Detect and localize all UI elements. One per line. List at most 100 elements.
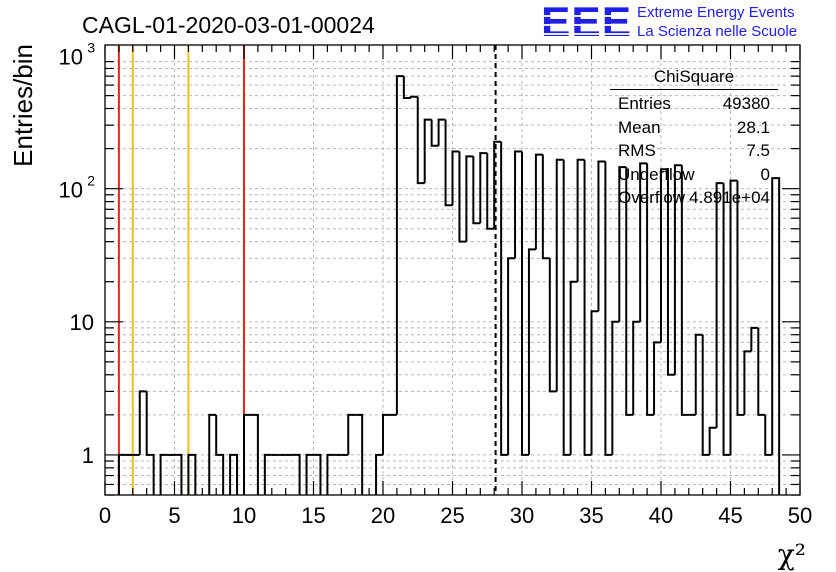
histogram-bin [618,166,627,322]
histogram-bin [465,155,474,242]
histogram-bin [548,258,557,393]
y-tick-label: 10 [70,310,94,335]
histogram-bin [694,333,703,415]
histogram-bin [646,163,655,416]
histogram-bin [395,75,404,415]
histogram-bin [514,150,522,259]
y-tick-label-exponent: 3 [87,40,95,56]
stats-row-underflow: Underflow 0 [610,163,778,187]
x-tick-label: 30 [510,503,534,528]
histogram-bin [771,177,781,495]
stats-label: Entries [618,94,671,113]
histogram-bin [764,414,773,456]
x-tick-label: 40 [649,503,673,528]
histogram-bin [541,154,550,260]
x-tick-label: 0 [99,503,111,528]
stats-value: 4.891e+04 [689,188,770,207]
histogram-bin [382,413,390,455]
x-tick-label: 45 [718,503,742,528]
histogram-bin [500,141,509,456]
y-tick-label-exponent: 2 [87,173,95,189]
histogram-bin [347,413,356,455]
stats-row-rms: RMS 7.5 [610,139,778,163]
x-tick-label: 5 [168,503,180,528]
histogram-bin [611,320,620,455]
histogram-bin [583,159,592,456]
logo-line-2: La Scienza nelle Scuole [637,23,798,40]
histogram-bin [416,96,425,185]
histogram-bin [263,453,272,495]
histogram-bin [722,183,731,456]
eee-logo: EEE [541,2,632,46]
histogram-bin [423,118,432,184]
histogram-bin [402,76,411,99]
histogram-bin [313,453,322,495]
stats-value: 49380 [722,94,770,113]
histogram-bin [562,159,571,456]
x-axis-label: χ² [778,538,806,571]
stats-value: 28.1 [736,117,770,137]
histogram-bin [660,168,668,343]
histogram-bin [174,453,183,495]
grid-layer [105,45,800,495]
stats-row-entries: Entries 49380 [610,92,778,116]
y-tick-label: 10 [59,45,83,70]
stats-label: Mean [618,117,661,137]
y-axis-label: Entries/bin [8,44,38,167]
histogram-bin [569,280,578,455]
x-tick-label: 35 [579,503,603,528]
histogram-bin [159,453,168,495]
logo-line-1: Extreme Energy Events [637,4,795,21]
y-tick-label: 1 [82,443,94,468]
histogram-bin [437,118,446,146]
histogram-bin [555,158,564,392]
histogram-bin [673,164,682,375]
stats-row-mean: Mean 28.1 [610,116,778,140]
histogram-bin [757,327,766,416]
histogram-bin [625,167,634,416]
y-tick-label: 10 [59,178,83,203]
histogram-bin [743,350,752,415]
histogram-bin [493,140,502,229]
logo-stripe [541,33,631,35]
stats-label: Overflow [618,188,686,207]
histogram-bin [736,180,745,416]
logo-stripe [541,15,631,17]
histogram-bin [590,310,599,455]
stats-value: 7.5 [746,141,770,160]
histogram-bin [187,453,197,495]
histogram-bin [729,179,738,455]
axes-frame [104,44,801,496]
histogram-bin [472,156,481,225]
stats-value: 0 [760,164,770,184]
histogram-bin [486,153,495,230]
histogram-bin [576,158,585,282]
histogram-bin [375,453,383,495]
histogram-bin [597,160,606,312]
x-tick-label: 20 [371,503,395,528]
chart-title: CAGL-01-2020-03-01-00024 [82,12,375,38]
histogram-bin [680,165,689,416]
logo-mark: EEE [541,0,633,46]
histogram-bin [250,413,259,495]
histogram-bin [653,341,661,415]
histogram-bin [430,119,439,147]
histogram-bin [444,119,453,207]
histogram-bin [666,169,675,376]
histogram-bin [229,453,239,495]
histogram-bin [521,151,529,456]
histogram-bin [604,161,613,456]
x-tick-label: 50 [788,503,812,528]
x-tick-label: 10 [232,503,256,528]
histogram-bin [715,182,724,428]
x-tick-label: 15 [301,503,325,528]
histogram-bin [479,152,488,224]
stats-box: ChiSquare Entries 49380 Mean 28.1 RMS 7.… [610,66,778,210]
histogram-bin [145,391,155,495]
histogram-bin [451,150,460,206]
histogram-bin [701,334,710,456]
stats-label: RMS [618,141,656,160]
stats-title: ChiSquare [610,66,778,90]
